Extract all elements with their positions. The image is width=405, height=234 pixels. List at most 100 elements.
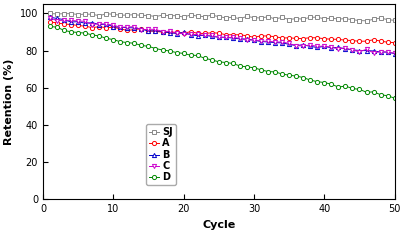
C	[287, 42, 292, 45]
SJ	[76, 13, 81, 16]
A	[97, 25, 102, 28]
B	[153, 29, 158, 32]
SJ	[62, 12, 66, 15]
SJ	[336, 18, 341, 20]
B	[104, 23, 109, 26]
B	[195, 34, 200, 37]
B	[55, 17, 60, 20]
C	[55, 19, 60, 22]
A	[336, 38, 341, 41]
A	[273, 35, 277, 38]
SJ	[160, 14, 165, 17]
SJ	[90, 13, 95, 16]
B	[294, 44, 298, 47]
D	[266, 70, 271, 73]
B	[258, 40, 263, 43]
D	[237, 65, 242, 67]
C	[308, 44, 313, 46]
C	[216, 36, 221, 39]
C	[167, 30, 172, 33]
A	[308, 36, 313, 39]
D	[209, 58, 214, 61]
D	[125, 41, 130, 44]
D	[97, 35, 102, 37]
A	[224, 33, 228, 36]
Legend: SJ, A, B, C, D: SJ, A, B, C, D	[146, 124, 175, 185]
SJ	[266, 15, 271, 18]
D	[329, 83, 334, 86]
C	[252, 38, 256, 41]
C	[329, 46, 334, 49]
C	[301, 44, 306, 47]
C	[47, 17, 52, 19]
D	[258, 68, 263, 71]
B	[315, 46, 320, 49]
B	[392, 52, 397, 55]
X-axis label: Cycle: Cycle	[202, 220, 235, 230]
C	[125, 26, 130, 28]
SJ	[83, 13, 87, 15]
A	[209, 31, 214, 34]
D	[174, 51, 179, 54]
B	[329, 46, 334, 49]
SJ	[209, 14, 214, 16]
B	[209, 35, 214, 38]
C	[258, 40, 263, 43]
B	[202, 34, 207, 37]
B	[357, 49, 362, 52]
Line: SJ: SJ	[48, 11, 397, 23]
B	[322, 45, 327, 48]
D	[315, 80, 320, 83]
B	[252, 39, 256, 42]
B	[97, 23, 102, 26]
D	[90, 33, 95, 36]
SJ	[378, 17, 383, 19]
C	[174, 32, 179, 35]
B	[69, 21, 74, 23]
Line: D: D	[48, 24, 397, 100]
SJ	[69, 12, 74, 15]
B	[83, 22, 87, 25]
Line: A: A	[48, 20, 397, 45]
Line: C: C	[48, 16, 397, 55]
SJ	[371, 18, 376, 21]
D	[132, 42, 137, 45]
SJ	[343, 17, 348, 20]
D	[245, 66, 249, 68]
D	[392, 97, 397, 100]
C	[209, 34, 214, 37]
SJ	[195, 15, 200, 18]
A	[245, 34, 249, 37]
A	[357, 40, 362, 43]
SJ	[385, 18, 390, 21]
A	[294, 37, 298, 40]
SJ	[47, 12, 52, 15]
SJ	[315, 16, 320, 18]
A	[266, 35, 271, 37]
D	[146, 45, 151, 48]
D	[202, 57, 207, 60]
C	[357, 50, 362, 53]
B	[350, 48, 355, 51]
C	[322, 45, 327, 48]
SJ	[301, 18, 306, 21]
B	[343, 48, 348, 50]
A	[132, 28, 137, 31]
D	[343, 85, 348, 88]
A	[202, 32, 207, 35]
B	[280, 41, 285, 44]
A	[322, 37, 327, 40]
C	[90, 23, 95, 26]
C	[153, 28, 158, 31]
SJ	[224, 16, 228, 19]
A	[378, 40, 383, 42]
SJ	[174, 14, 179, 17]
SJ	[329, 17, 334, 20]
C	[62, 19, 66, 22]
A	[350, 39, 355, 42]
D	[111, 38, 116, 41]
A	[125, 29, 130, 32]
D	[322, 81, 327, 84]
C	[202, 34, 207, 37]
B	[224, 36, 228, 39]
